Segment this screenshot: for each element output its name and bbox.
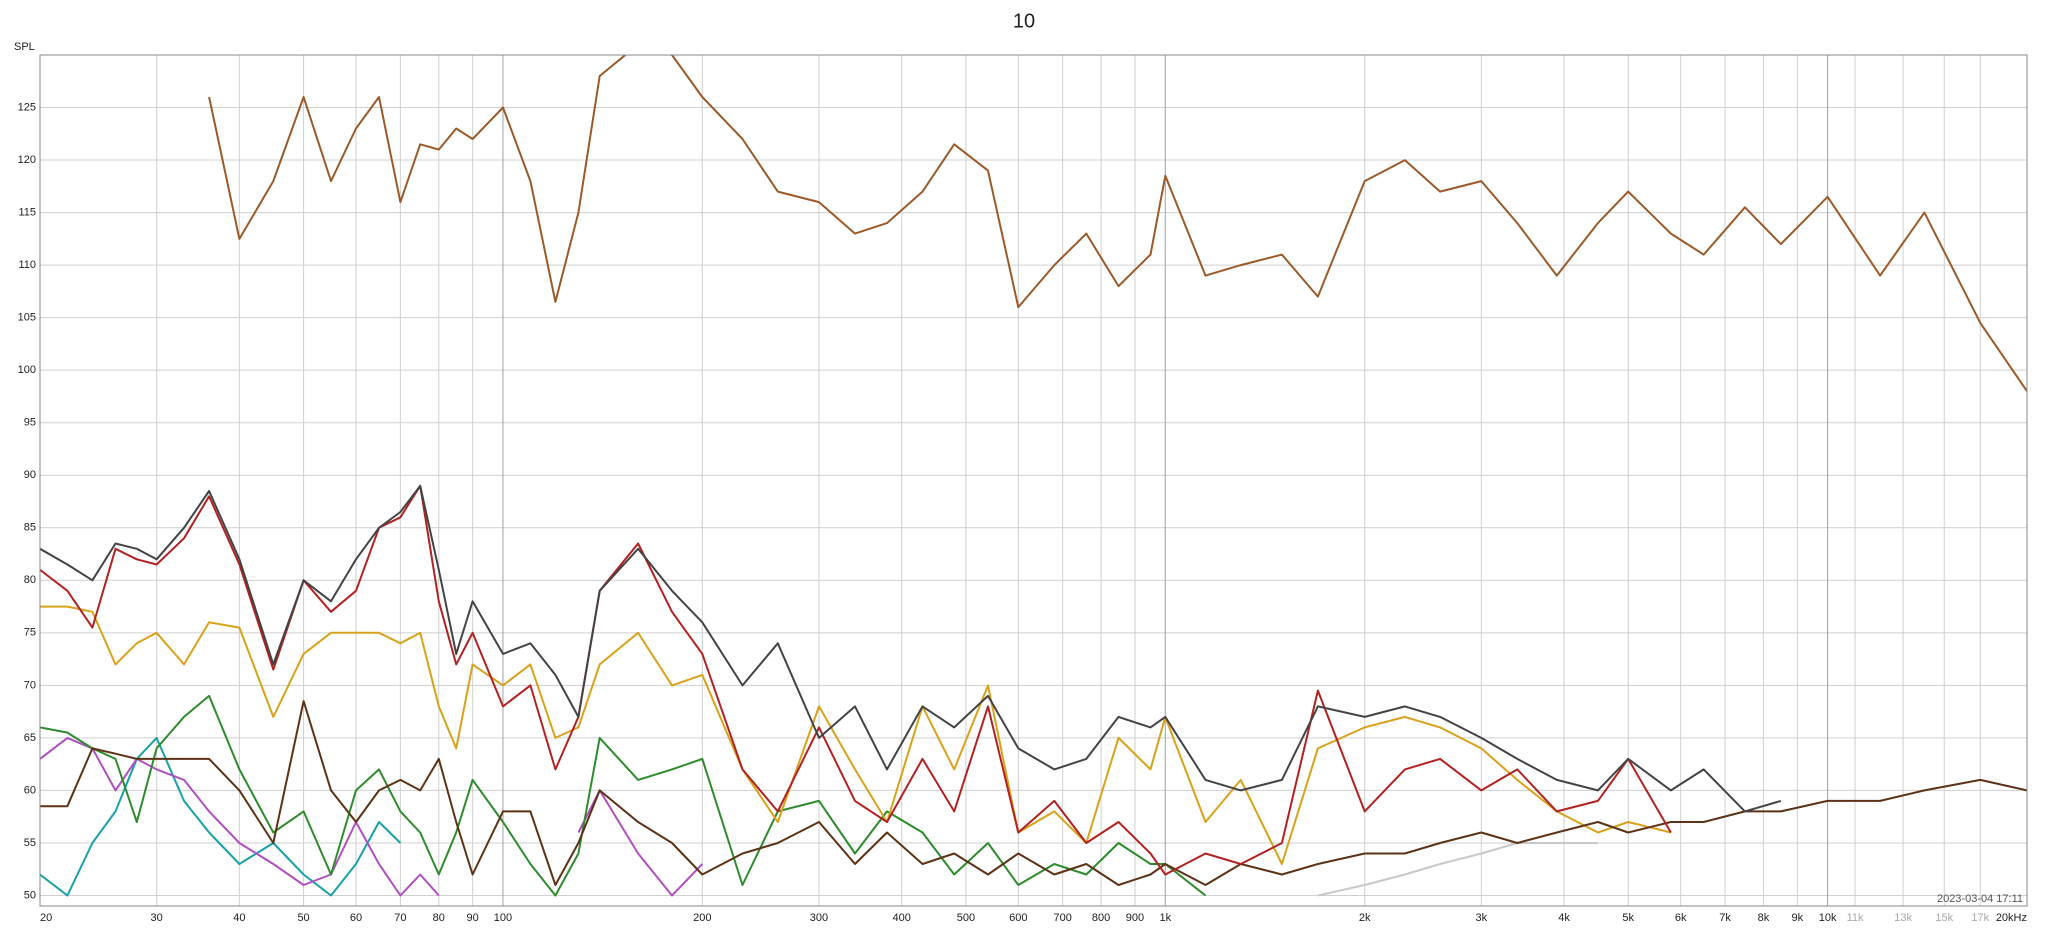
- x-tick-label: 300: [810, 912, 828, 924]
- x-tick-label: 3k: [1475, 912, 1487, 924]
- x-tick-label: 9k: [1791, 912, 1803, 924]
- x-tick-label: 60: [350, 912, 362, 924]
- series-line: [40, 694, 1207, 897]
- x-tick-label: 6k: [1675, 912, 1687, 924]
- x-tick-label: 13k: [1894, 912, 1912, 924]
- x-tick-label: 500: [957, 912, 975, 924]
- x-tick-label: 90: [467, 912, 479, 924]
- x-tick-label: 40: [233, 912, 245, 924]
- y-tick-label: 95: [24, 417, 36, 429]
- x-tick-label: 11k: [1847, 912, 1864, 924]
- x-tick-label: 200: [693, 912, 711, 924]
- series-line: [40, 736, 704, 897]
- x-tick-label: 70: [394, 912, 406, 924]
- y-tick-label: 70: [24, 679, 36, 691]
- y-tick-label: 50: [24, 889, 36, 901]
- x-tick-label: 8k: [1758, 912, 1770, 924]
- series-line: [40, 700, 2027, 886]
- x-tick-label: 20: [40, 912, 52, 924]
- series-line: [40, 736, 402, 897]
- x-tick-label: 100: [494, 912, 512, 924]
- x-tick-label: 700: [1054, 912, 1072, 924]
- x-tick-label: 4k: [1558, 912, 1570, 924]
- y-tick-label: 105: [18, 312, 36, 324]
- x-tick-label: 800: [1092, 912, 1110, 924]
- series-line: [40, 605, 1672, 865]
- plot-lines: [40, 55, 2027, 897]
- y-tick-label: 75: [24, 627, 36, 639]
- series-line: [40, 484, 1782, 813]
- y-tick-label: 125: [18, 101, 36, 113]
- y-tick-label: 115: [18, 206, 36, 218]
- x-tick-label: 30: [151, 912, 163, 924]
- x-tick-label: 2k: [1359, 912, 1371, 924]
- x-tick-label: 400: [893, 912, 911, 924]
- x-tick-label: 5k: [1622, 912, 1634, 924]
- y-axis-label: SPL: [14, 41, 35, 53]
- x-tick-label: 7k: [1719, 912, 1731, 924]
- y-tick-label: 65: [24, 732, 36, 744]
- series-line: [40, 484, 1672, 876]
- y-tick-label: 55: [24, 837, 36, 849]
- series-line: [208, 55, 2027, 392]
- x-tick-label: 1k: [1159, 912, 1171, 924]
- x-tick-label: 20kHz: [1996, 912, 2027, 924]
- x-tick-label: 600: [1009, 912, 1027, 924]
- plot-frame: [39, 54, 2028, 907]
- plot-border: [39, 54, 2028, 907]
- y-tick-label: 120: [18, 154, 36, 166]
- x-tick-label: 17k: [1971, 912, 1989, 924]
- timestamp: 2023-03-04 17:11: [1937, 893, 2023, 905]
- x-tick-label: 900: [1126, 912, 1144, 924]
- y-tick-label: 110: [18, 259, 36, 271]
- y-tick-label: 90: [24, 469, 36, 481]
- chart-title: 10: [1013, 10, 1035, 32]
- series-line: [1317, 842, 1598, 897]
- x-tick-label: 80: [433, 912, 445, 924]
- x-tick-label: 15k: [1935, 912, 1953, 924]
- y-tick-label: 80: [24, 574, 36, 586]
- y-tick-label: 60: [24, 784, 36, 796]
- y-tick-label: 100: [18, 364, 36, 376]
- x-tick-label: 10k: [1819, 912, 1837, 924]
- y-tick-label: 85: [24, 522, 36, 534]
- x-tick-label: 50: [297, 912, 309, 924]
